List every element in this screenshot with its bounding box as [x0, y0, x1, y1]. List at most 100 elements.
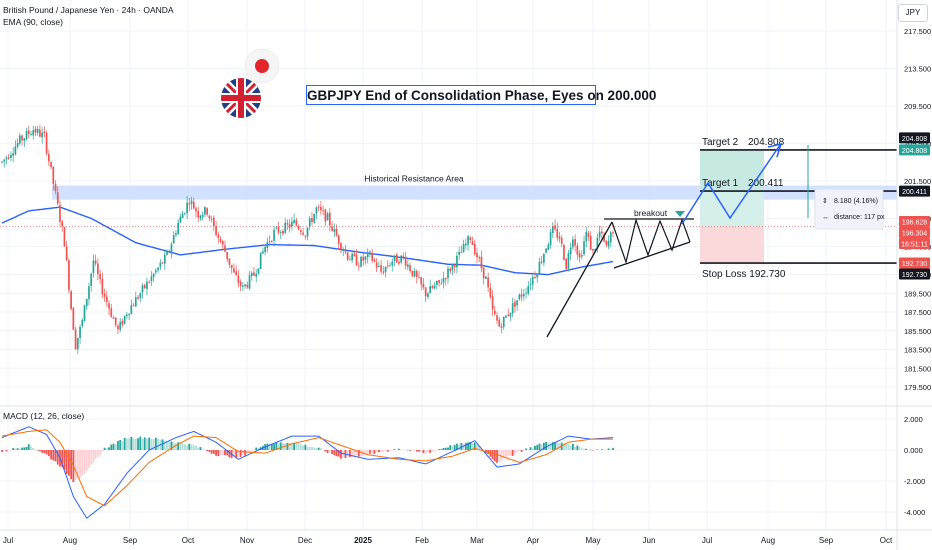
macd-bar: [496, 450, 498, 463]
macd-bar: [331, 450, 333, 455]
symbol-line[interactable]: British Pound / Japanese Yen · 24h · OAN…: [3, 5, 174, 15]
macd-bar: [357, 450, 360, 457]
macd-axis[interactable]: 2.000 0.000 -2.000 -4.000: [904, 415, 925, 517]
ema-legend[interactable]: EMA (90, close): [3, 17, 63, 27]
candle-body: [210, 218, 213, 220]
macd-bar: [21, 447, 23, 450]
candle-body: [545, 248, 547, 253]
candle-body: [152, 273, 155, 278]
macd-legend[interactable]: MACD (12, 26, close): [3, 411, 85, 421]
macd-bar: [226, 450, 229, 456]
candle-body: [531, 276, 534, 285]
macd-bar: [431, 450, 434, 452]
macd-bar: [308, 446, 311, 450]
candle-body: [395, 254, 398, 263]
stop-loss-badge-bg: [899, 257, 930, 269]
macd-bar: [297, 443, 300, 450]
candle-body: [16, 142, 19, 147]
macd-bar: [175, 443, 177, 450]
macd-tick-label: 0.000: [904, 446, 923, 455]
macd-bar: [63, 450, 66, 470]
candle-body: [190, 200, 193, 204]
candle-body: [551, 226, 554, 234]
candle-body: [74, 329, 77, 350]
candle-body: [253, 272, 255, 276]
macd-bar: [14, 448, 17, 450]
macd-bar: [531, 447, 534, 450]
macd-bar: [315, 448, 318, 450]
candle-body: [331, 226, 333, 231]
candle-body: [587, 233, 590, 237]
macd-bar: [157, 438, 159, 450]
candle-body: [493, 310, 496, 315]
candle-body: [23, 138, 26, 141]
macd-bar: [219, 450, 222, 456]
time-tick-label: Jul: [3, 536, 13, 545]
measure-change: 8.180 (4.16%): [834, 198, 878, 205]
candle-body: [529, 284, 532, 286]
candle-body: [429, 286, 432, 294]
macd-bar: [313, 447, 316, 450]
macd-bar: [598, 449, 601, 451]
macd-bar: [509, 450, 512, 456]
macd-bar: [61, 450, 64, 468]
candle-body: [409, 265, 411, 272]
macd-bar: [413, 450, 416, 451]
macd-bar: [123, 437, 126, 450]
candle-body: [491, 296, 494, 310]
macd-bar: [603, 449, 605, 451]
currency-button[interactable]: JPY: [898, 4, 928, 22]
candle-body: [197, 211, 200, 218]
time-tick-label: Aug: [63, 536, 77, 545]
macd-bar: [16, 448, 19, 450]
candle-body: [480, 256, 483, 269]
candle-body: [340, 243, 342, 250]
macd-bar: [88, 450, 90, 468]
candle-body: [440, 283, 443, 285]
target2-badge-top: 204.808: [902, 136, 927, 143]
macd-bar: [333, 450, 336, 456]
macd-bar: [36, 450, 39, 451]
candle-body: [567, 253, 570, 269]
macd-bar: [81, 450, 84, 476]
macd-bar: [491, 450, 494, 460]
macd-bar: [27, 444, 30, 450]
macd-bar: [41, 450, 44, 453]
macd-bar: [94, 450, 97, 460]
macd-bar: [473, 442, 476, 450]
macd-bar: [161, 439, 164, 450]
macd-bar: [39, 450, 41, 452]
candle-body: [250, 272, 253, 276]
macd-bar: [268, 444, 271, 450]
price-axis[interactable]: 217.500213.500209.500205.500201.500197.5…: [904, 27, 931, 392]
price-tick-label: 201.500: [904, 177, 931, 186]
time-tick-label: Oct: [880, 536, 893, 545]
macd-bar: [518, 450, 521, 452]
candle-body: [241, 285, 244, 287]
time-axis[interactable]: Jul Aug Sep Oct Nov Dec 2025 Feb Mar Apr May Jun Jul…: [3, 536, 893, 545]
candle-body: [299, 230, 302, 233]
uk-flag-icon: [221, 78, 261, 118]
macd-bar: [141, 438, 144, 450]
candle-body: [148, 282, 151, 284]
macd-bar: [366, 450, 369, 454]
candle-body: [161, 262, 164, 264]
candle-body: [346, 252, 349, 260]
candle-body: [380, 265, 382, 272]
macd-bar: [505, 450, 507, 458]
candle-body: [407, 264, 409, 267]
candle-body: [507, 314, 510, 316]
candle-body: [589, 236, 592, 250]
macd-bar: [224, 450, 226, 456]
candle-body: [230, 264, 233, 269]
candle-body: [592, 249, 594, 251]
macd-bar: [76, 450, 79, 479]
candle-body: [442, 277, 445, 283]
candle-body: [123, 316, 126, 324]
candle-body: [7, 157, 10, 159]
candle-body: [103, 293, 106, 297]
price-tick-label: 205.500: [904, 139, 931, 148]
candle-body: [217, 234, 220, 238]
candle-body: [175, 233, 177, 236]
